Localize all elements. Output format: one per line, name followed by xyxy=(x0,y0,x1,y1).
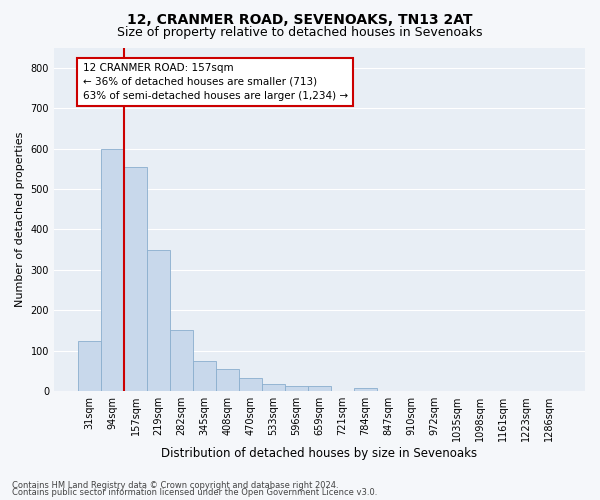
Bar xyxy=(78,340,101,391)
X-axis label: Distribution of detached houses by size in Sevenoaks: Distribution of detached houses by size … xyxy=(161,447,478,460)
Text: 12 CRANMER ROAD: 157sqm
← 36% of detached houses are smaller (713)
63% of semi-d: 12 CRANMER ROAD: 157sqm ← 36% of detache… xyxy=(83,63,348,101)
Bar xyxy=(262,384,285,391)
Text: Size of property relative to detached houses in Sevenoaks: Size of property relative to detached ho… xyxy=(117,26,483,39)
Text: Contains HM Land Registry data © Crown copyright and database right 2024.: Contains HM Land Registry data © Crown c… xyxy=(12,480,338,490)
Bar xyxy=(193,361,216,391)
Text: Contains public sector information licensed under the Open Government Licence v3: Contains public sector information licen… xyxy=(12,488,377,497)
Bar xyxy=(101,148,124,391)
Bar xyxy=(308,386,331,391)
Bar xyxy=(239,378,262,391)
Bar xyxy=(285,386,308,391)
Bar xyxy=(147,250,170,391)
Bar xyxy=(354,388,377,391)
Bar xyxy=(170,330,193,391)
Text: 12, CRANMER ROAD, SEVENOAKS, TN13 2AT: 12, CRANMER ROAD, SEVENOAKS, TN13 2AT xyxy=(127,12,473,26)
Bar xyxy=(124,166,147,391)
Bar xyxy=(216,369,239,391)
Y-axis label: Number of detached properties: Number of detached properties xyxy=(15,132,25,307)
